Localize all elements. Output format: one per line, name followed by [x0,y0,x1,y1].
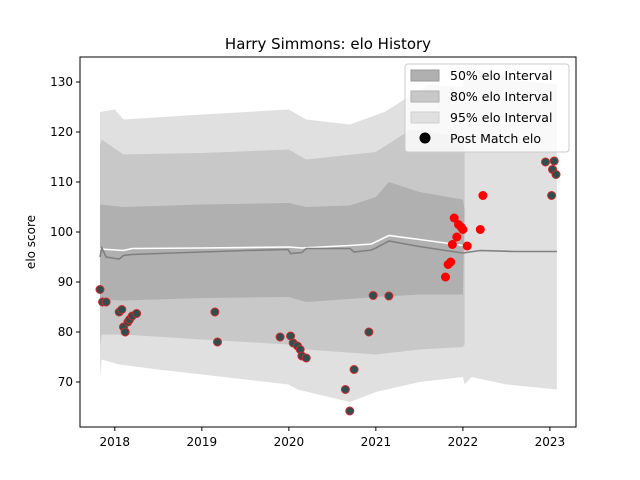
legend: 50% elo Interval 80% elo Interval 95% el… [404,63,570,153]
median-line-future [462,249,557,254]
post-match-point [301,353,311,363]
x-tick-label: 2019 [187,435,218,449]
x-tick-label: 2018 [100,435,131,449]
legend-label-post-match: Post Match elo [450,131,541,146]
post-match-point [384,291,394,301]
post-match-point [101,297,111,307]
post-match-point [275,332,285,342]
median-line-historic [99,240,464,260]
recent-match-point [452,232,462,242]
y-tick-label: 70 [58,375,73,389]
post-match-point [549,156,559,166]
y-tick-label: 90 [58,275,73,289]
x-tick-label: 2022 [448,435,479,449]
legend-marker-post-match [419,132,431,144]
median-line-light [99,234,464,252]
future-band-lower-edge [467,336,557,348]
post-match-point [210,307,220,317]
future-band-upper-edge [467,166,557,173]
post-match-point [345,406,355,416]
y-tick-label: 130 [50,75,73,89]
legend-label-95: 95% elo Interval [450,110,552,125]
recent-match-point [458,225,468,234]
y-axis-label: elo score [24,215,38,269]
post-match-point [340,385,350,394]
post-match-point [120,327,130,337]
x-tick-label: 2020 [274,435,305,449]
post-match-point [368,291,378,300]
chart-title: Harry Simmons: elo History [225,35,431,53]
future-band-upper-edge [467,211,557,215]
axes-frame [79,56,577,428]
legend-swatch-50 [410,69,440,82]
recent-match-point [441,272,450,282]
recent-match-point [446,257,456,267]
y-tick-label: 110 [50,175,73,189]
recent-match-point [475,225,485,234]
post-match-point [541,157,550,167]
recent-match-point [447,240,457,249]
band-50-interval [100,182,465,302]
recent-match-point [449,213,459,223]
legend-swatch-95 [410,111,440,124]
post-match-point [364,327,374,337]
legend-label-50: 50% elo Interval [450,68,552,83]
y-tick-label: 100 [50,225,73,239]
y-axis: 70 80 90 100 110 120 130 [50,75,80,389]
x-axis: 2018 2019 2020 2021 2022 2023 [100,427,566,449]
future-band-lower-edge [467,291,557,296]
recent-match-point [478,191,488,200]
y-tick-label: 80 [58,325,73,339]
legend-swatch-80 [410,90,440,103]
recent-match-point [462,241,472,251]
x-tick-label: 2023 [535,435,566,449]
y-tick-label: 120 [50,125,73,139]
legend-frame [404,63,570,153]
post-match-point [132,309,142,318]
post-match-point [349,365,359,374]
post-match-point [95,285,105,294]
post-match-point [213,337,222,347]
legend-label-80: 80% elo Interval [450,89,552,104]
post-match-point [551,170,561,179]
post-match-point [117,305,127,314]
post-match-point [547,191,557,200]
x-tick-label: 2021 [361,435,392,449]
